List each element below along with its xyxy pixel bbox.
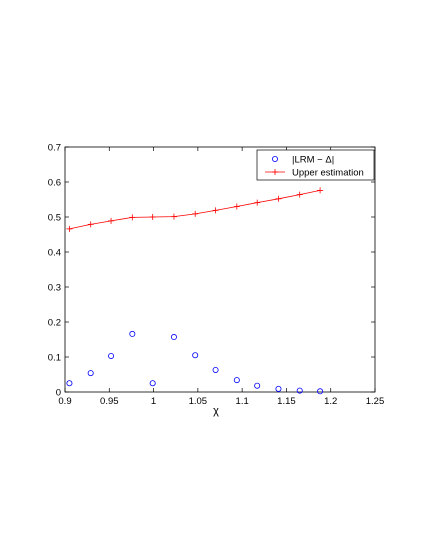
data-point: [108, 352, 115, 359]
data-point: [254, 199, 261, 206]
series-lrm-delta: [66, 330, 324, 395]
series-upper-estimation: [66, 187, 324, 232]
data-point: [296, 191, 303, 198]
x-axis-title: χ: [213, 405, 219, 417]
x-tick-label: 1.05: [189, 396, 208, 407]
data-point: [66, 225, 73, 232]
y-tick-label: 0.2: [48, 318, 61, 329]
y-tick-label: 0.6: [48, 178, 61, 189]
x-tick-label: 1.25: [366, 396, 385, 407]
data-point: [192, 210, 199, 217]
data-point: [192, 352, 199, 359]
data-point: [87, 221, 94, 228]
y-tick-label: 0.4: [48, 248, 61, 259]
x-tick-label: 1.1: [236, 396, 249, 407]
x-tick-label: 1: [151, 396, 156, 407]
data-point: [233, 203, 240, 210]
data-point: [233, 377, 240, 384]
data-point: [275, 385, 282, 392]
y-tick-label: 0.3: [48, 283, 61, 294]
data-point: [212, 366, 219, 373]
data-point: [170, 213, 177, 220]
series-layer: [66, 187, 324, 395]
legend-label: |LRM − Δ|: [292, 155, 334, 166]
data-point: [212, 207, 219, 214]
y-tick-label: 0.5: [48, 213, 61, 224]
x-tick-label: 1.15: [277, 396, 296, 407]
data-point: [129, 330, 136, 337]
y-tick-label: 0.7: [48, 143, 61, 154]
data-point: [317, 388, 324, 395]
legend-entry: Upper estimation: [265, 168, 364, 179]
data-point: [317, 187, 324, 194]
plot-border: [64, 146, 376, 393]
y-tick-label: 0: [56, 388, 61, 399]
data-point: [149, 214, 156, 220]
x-tick-label: 1.2: [324, 396, 337, 407]
data-point: [170, 334, 177, 341]
y-tick-label: 0.1: [48, 353, 61, 364]
data-point: [66, 380, 73, 387]
legend-entry: |LRM − Δ|: [271, 155, 334, 166]
legend-label: Upper estimation: [292, 168, 364, 179]
legend-marker: [272, 169, 278, 175]
data-point: [275, 195, 282, 202]
x-tick-label: 0.95: [100, 396, 119, 407]
x-tick-label: 0.9: [58, 396, 71, 407]
data-point: [108, 217, 115, 224]
legend-box: [256, 149, 375, 181]
legend-marker: [271, 155, 278, 162]
plot-area: [64, 146, 376, 393]
data-point: [254, 382, 261, 389]
data-point: [296, 387, 303, 394]
legend: |LRM − Δ| Upper estimation: [256, 149, 375, 181]
data-point: [87, 370, 94, 377]
axis-ticks: 0.9 0.95 1 1.05 1.1 1.15 1.2 1.25 0 0.1 0.2 0.3 0.4 0…: [48, 143, 384, 408]
data-point: [149, 380, 156, 387]
data-point: [129, 214, 136, 221]
series-line: [69, 190, 321, 230]
